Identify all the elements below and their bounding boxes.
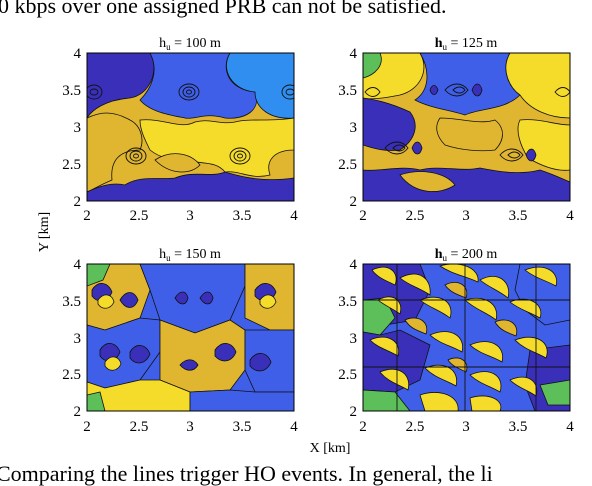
tick-label-y-3-3: 3.5 bbox=[62, 294, 81, 310]
tick-label-y-4-0: 2 bbox=[350, 404, 358, 420]
tick-label-x-3-2: 3 bbox=[186, 419, 194, 435]
tick-label-y-2-1: 2.5 bbox=[338, 157, 357, 173]
tick-label-x-4-4: 4 bbox=[566, 419, 574, 435]
body-text-bottom: Comparing the lines trigger HO events. I… bbox=[0, 461, 493, 486]
tick-label-y-1-0: 2 bbox=[74, 194, 82, 210]
panel-2-title-rest: = 125 m bbox=[447, 36, 497, 51]
tick-label-y-1-4: 4 bbox=[74, 46, 82, 62]
tick-label-y-2-2: 3 bbox=[350, 120, 358, 136]
tick-label-x-4-1: 2.5 bbox=[406, 419, 425, 435]
panel-3-title-sub: u bbox=[166, 253, 171, 263]
panel-1 bbox=[86, 52, 295, 202]
panel-3-title-main: h bbox=[159, 247, 166, 262]
panel-1-title-rest: = 100 m bbox=[171, 36, 221, 51]
panel-4-title: hu = 200 m bbox=[435, 247, 498, 263]
tick-label-y-3-0: 2 bbox=[74, 404, 82, 420]
y-axis-label: Y [km] bbox=[37, 212, 52, 252]
tick-label-x-1-2: 3 bbox=[186, 208, 194, 224]
panel-2-title-main: h bbox=[435, 36, 443, 51]
panel-2 bbox=[362, 52, 571, 202]
panel-1-map bbox=[87, 53, 294, 201]
tick-label-y-4-4: 4 bbox=[350, 257, 358, 273]
tick-label-x-1-4: 4 bbox=[290, 208, 298, 224]
panel-3-map bbox=[87, 264, 294, 411]
panel-3-title-rest: = 150 m bbox=[171, 247, 221, 262]
tick-label-y-2-4: 4 bbox=[350, 46, 358, 62]
tick-label-x-3-4: 4 bbox=[290, 419, 298, 435]
tick-label-x-3-0: 2 bbox=[83, 419, 91, 435]
tick-label-y-4-1: 2.5 bbox=[338, 367, 357, 383]
panel-4-title-rest: = 200 m bbox=[447, 247, 497, 262]
panel-4-title-sub: u bbox=[443, 253, 448, 263]
tick-labels: 2 2.5 3 3.5 4 2 2.5 3 3.5 4 2 2.5 3 3.5 … bbox=[62, 46, 574, 435]
tick-label-y-4-3: 3.5 bbox=[338, 294, 357, 310]
tick-label-y-1-2: 3 bbox=[74, 120, 82, 136]
tick-label-y-3-4: 4 bbox=[74, 257, 82, 273]
tick-label-x-4-0: 2 bbox=[359, 419, 367, 435]
tick-label-x-1-1: 2.5 bbox=[130, 208, 149, 224]
x-axis-label: X [km] bbox=[310, 441, 351, 456]
body-text-top: 0 kbps over one assigned PRB can not be … bbox=[0, 0, 447, 18]
tick-label-y-2-3: 3.5 bbox=[338, 83, 357, 99]
panel-4-map bbox=[363, 264, 570, 411]
panel-1-title-main: h bbox=[159, 36, 166, 51]
tick-label-x-2-4: 4 bbox=[566, 208, 574, 224]
tick-label-x-2-2: 3 bbox=[462, 208, 470, 224]
panel-4 bbox=[362, 263, 571, 412]
panel-2-title-sub: u bbox=[443, 42, 448, 52]
panel-2-map bbox=[363, 53, 570, 201]
panel-titles: hu = 100 m hu = 125 m hu = 150 m hu = 20… bbox=[159, 36, 497, 263]
tick-label-x-1-0: 2 bbox=[83, 208, 91, 224]
tick-label-y-4-2: 3 bbox=[350, 331, 358, 347]
tick-label-y-3-2: 3 bbox=[74, 331, 82, 347]
tick-label-y-2-0: 2 bbox=[350, 194, 358, 210]
tick-label-x-2-3: 3.5 bbox=[509, 208, 528, 224]
tick-label-y-3-1: 2.5 bbox=[62, 367, 81, 383]
tick-label-x-4-2: 3 bbox=[462, 419, 470, 435]
tick-label-y-1-1: 2.5 bbox=[62, 157, 81, 173]
tick-label-x-3-1: 2.5 bbox=[130, 419, 149, 435]
tick-label-x-2-1: 2.5 bbox=[406, 208, 425, 224]
tick-label-x-4-3: 3.5 bbox=[509, 419, 528, 435]
panel-4-title-main: h bbox=[435, 247, 443, 262]
panel-1-title-sub: u bbox=[166, 42, 171, 52]
panel-1-title: hu = 100 m bbox=[159, 36, 221, 52]
panel-3-title: hu = 150 m bbox=[159, 247, 221, 263]
tick-label-y-1-3: 3.5 bbox=[62, 83, 81, 99]
tick-label-x-3-3: 3.5 bbox=[233, 419, 252, 435]
panel-3 bbox=[86, 263, 295, 412]
panel-2-title: hu = 125 m bbox=[435, 36, 498, 52]
tick-label-x-1-3: 3.5 bbox=[233, 208, 252, 224]
tick-label-x-2-0: 2 bbox=[359, 208, 367, 224]
